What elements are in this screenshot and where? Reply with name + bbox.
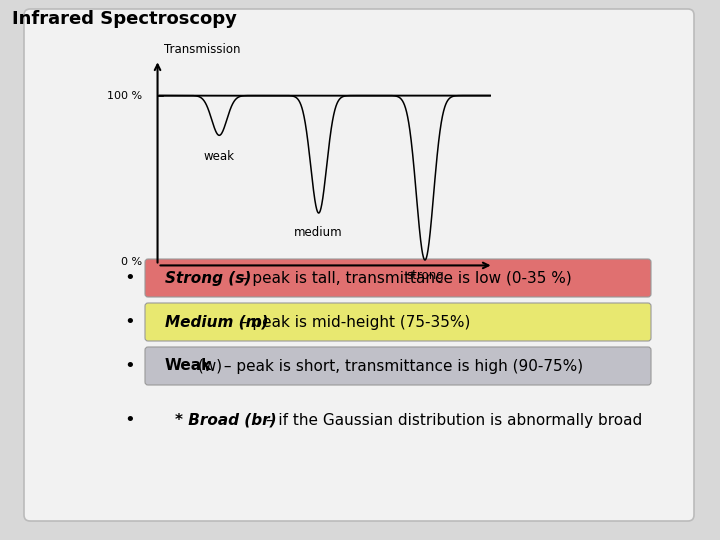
- Text: Medium (m): Medium (m): [165, 314, 269, 329]
- Text: Transmission: Transmission: [164, 43, 241, 56]
- Text: weak: weak: [204, 150, 235, 163]
- Text: Strong (s): Strong (s): [165, 271, 251, 286]
- Text: – peak is tall, transmittance is low (0-35 %): – peak is tall, transmittance is low (0-…: [235, 271, 572, 286]
- Text: (w): (w): [193, 359, 222, 374]
- Text: •: •: [125, 313, 135, 331]
- Text: 100 %: 100 %: [107, 91, 142, 100]
- FancyBboxPatch shape: [24, 9, 694, 521]
- Text: – peak is mid-height (75-35%): – peak is mid-height (75-35%): [235, 314, 470, 329]
- Text: – if the Gaussian distribution is abnormally broad: – if the Gaussian distribution is abnorm…: [261, 413, 643, 428]
- Text: 0 %: 0 %: [121, 257, 142, 267]
- Text: Weak: Weak: [165, 359, 212, 374]
- Text: •: •: [125, 411, 135, 429]
- Text: * Broad (br): * Broad (br): [175, 413, 276, 428]
- Text: Infrared Spectroscopy: Infrared Spectroscopy: [12, 10, 237, 28]
- Text: •: •: [125, 269, 135, 287]
- FancyBboxPatch shape: [145, 303, 651, 341]
- Text: medium: medium: [294, 226, 343, 239]
- Text: •: •: [125, 357, 135, 375]
- Text: – peak is short, transmittance is high (90-75%): – peak is short, transmittance is high (…: [219, 359, 583, 374]
- FancyBboxPatch shape: [145, 259, 651, 297]
- FancyBboxPatch shape: [145, 347, 651, 385]
- Text: strong: strong: [406, 269, 444, 282]
